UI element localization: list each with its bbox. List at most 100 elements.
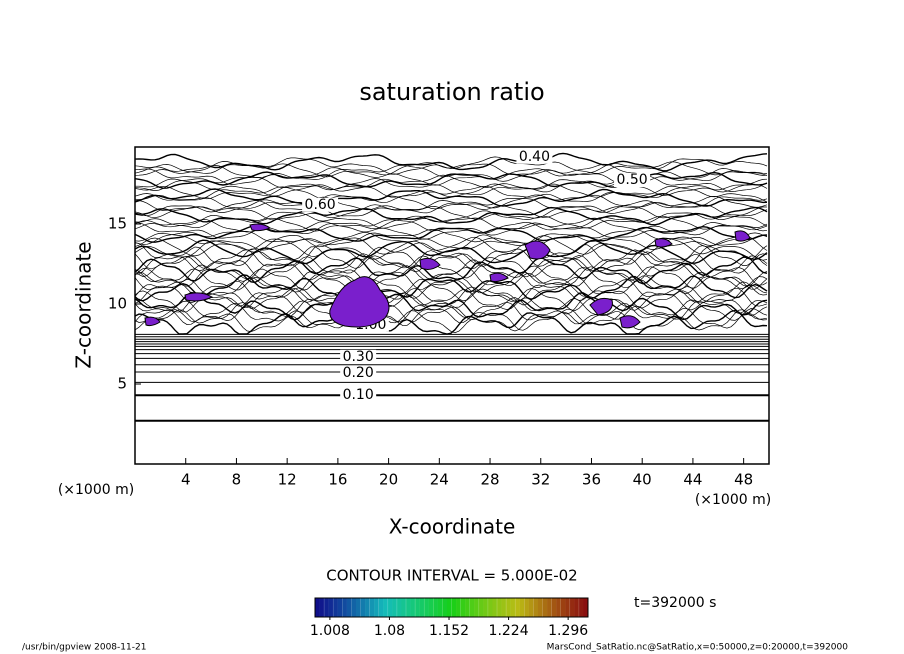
contour-line: [134, 156, 768, 175]
colorbar-cell: [556, 598, 561, 617]
contour-label-bg: [340, 349, 377, 364]
contour-line: [134, 274, 768, 302]
footer-right: MarsCond_SatRatio.nc@SatRatio,x=0:50000,…: [547, 643, 849, 653]
colorbar-cell: [355, 598, 361, 617]
colorbar-cell: [460, 597, 466, 618]
contour-label-bg: [302, 197, 339, 212]
contour-line: [134, 302, 768, 331]
contour-label: 0.20: [343, 365, 374, 381]
x-tick-label: 36: [582, 471, 601, 489]
contour-line: [134, 307, 768, 334]
colorbar-tick-label: 1.152: [429, 623, 469, 639]
colorbar-cell: [442, 597, 448, 618]
colorbar-cell: [519, 598, 525, 617]
shade: [249, 223, 272, 232]
contour-line: [134, 195, 768, 214]
colorbar-cell: [323, 597, 330, 618]
colorbar-cell: [483, 598, 489, 617]
colorbar-tick-label: 1.224: [489, 623, 529, 639]
colorbar-frame: [314, 597, 589, 618]
colorbar-cell: [501, 598, 507, 617]
chart-title: saturation ratio: [359, 78, 544, 106]
colorbar-cell: [537, 598, 543, 617]
x-axis-label: X-coordinate: [389, 515, 516, 539]
x-tick-label: 20: [379, 471, 398, 489]
colorbar-cell: [551, 597, 557, 618]
contour-line: [134, 259, 768, 287]
contour-label: 0.40: [519, 149, 550, 165]
contour-line: [134, 185, 768, 204]
contour-line: [134, 214, 768, 232]
y-tick-label: 5: [117, 375, 127, 393]
contour-label-bg: [516, 149, 553, 164]
shade: [589, 297, 613, 316]
plot-frame: [134, 146, 770, 465]
y-tick-label: 15: [108, 215, 127, 233]
colorbar-cell: [314, 597, 321, 618]
shade: [489, 272, 509, 283]
contour-line: [134, 193, 768, 210]
colorbar-cell: [465, 598, 470, 617]
colorbar-cell: [574, 598, 580, 617]
contour-line: [134, 291, 768, 321]
x-tick-label: 16: [328, 471, 347, 489]
shade: [524, 240, 551, 260]
colorbar-cell: [533, 597, 539, 618]
colorbar-cell: [542, 597, 548, 618]
colorbar-cell: [514, 597, 521, 618]
colorbar-cell: [478, 597, 484, 618]
colorbar-cell: [365, 598, 370, 617]
colorbar-cell: [451, 597, 457, 618]
colorbar-cell: [337, 598, 343, 617]
colorbar-cell: [360, 597, 366, 618]
shade: [654, 238, 673, 248]
shaded-regions: [144, 223, 751, 329]
contour-line: [134, 239, 768, 265]
colorbar-cell: [351, 597, 357, 618]
contour-label-bg: [340, 365, 377, 380]
contour-line: [134, 225, 768, 243]
colorbar-cell: [474, 598, 480, 617]
colorbar-cell: [378, 597, 384, 618]
colorbar-cell: [414, 597, 421, 618]
shade: [144, 316, 161, 327]
colorbar-cell: [505, 597, 512, 618]
contour-line: [134, 174, 768, 193]
time-label: t=392000 s: [634, 595, 716, 611]
contour-line: [134, 188, 768, 208]
colorbar-cell: [487, 597, 493, 618]
colorbar-tick-label: 1.008: [310, 623, 350, 639]
contour-line: [134, 206, 768, 226]
contour-label: 0.50: [616, 172, 647, 188]
contour-line: [134, 171, 768, 189]
contour-line: [134, 299, 768, 327]
colorbar-cell: [328, 598, 334, 617]
footer-left: /usr/bin/gpview 2008-11-21: [22, 643, 146, 653]
colorbar-cell: [524, 597, 530, 618]
y-unit: (×1000 m): [58, 482, 134, 498]
contour-label: 0.60: [305, 197, 336, 213]
contour-line: [134, 161, 768, 178]
contour-label: 0.30: [343, 349, 374, 365]
x-tick-label: 28: [480, 471, 499, 489]
contour-interval: CONTOUR INTERVAL = 5.000E-02: [326, 567, 577, 585]
colorbar-cell: [383, 598, 389, 617]
y-axis-label: Z-coordinate: [72, 241, 96, 368]
colorbar-cell: [446, 598, 452, 617]
y-tick-label: 10: [108, 295, 127, 313]
colorbar-cell: [578, 597, 585, 618]
contour-line: [134, 264, 768, 291]
x-tick-label: 44: [683, 471, 702, 489]
contour-line: [134, 245, 768, 273]
colorbar-cell: [410, 598, 416, 617]
contour-label-bg: [340, 388, 377, 403]
colorbar-cell: [428, 598, 434, 617]
contour-label-bg: [614, 173, 651, 187]
contour-line: [134, 242, 768, 269]
colorbar-cell: [401, 598, 407, 617]
colorbar-cell: [528, 598, 534, 617]
colorbar-cell: [565, 598, 571, 617]
shade: [184, 292, 214, 302]
x-tick-label: 40: [633, 471, 652, 489]
